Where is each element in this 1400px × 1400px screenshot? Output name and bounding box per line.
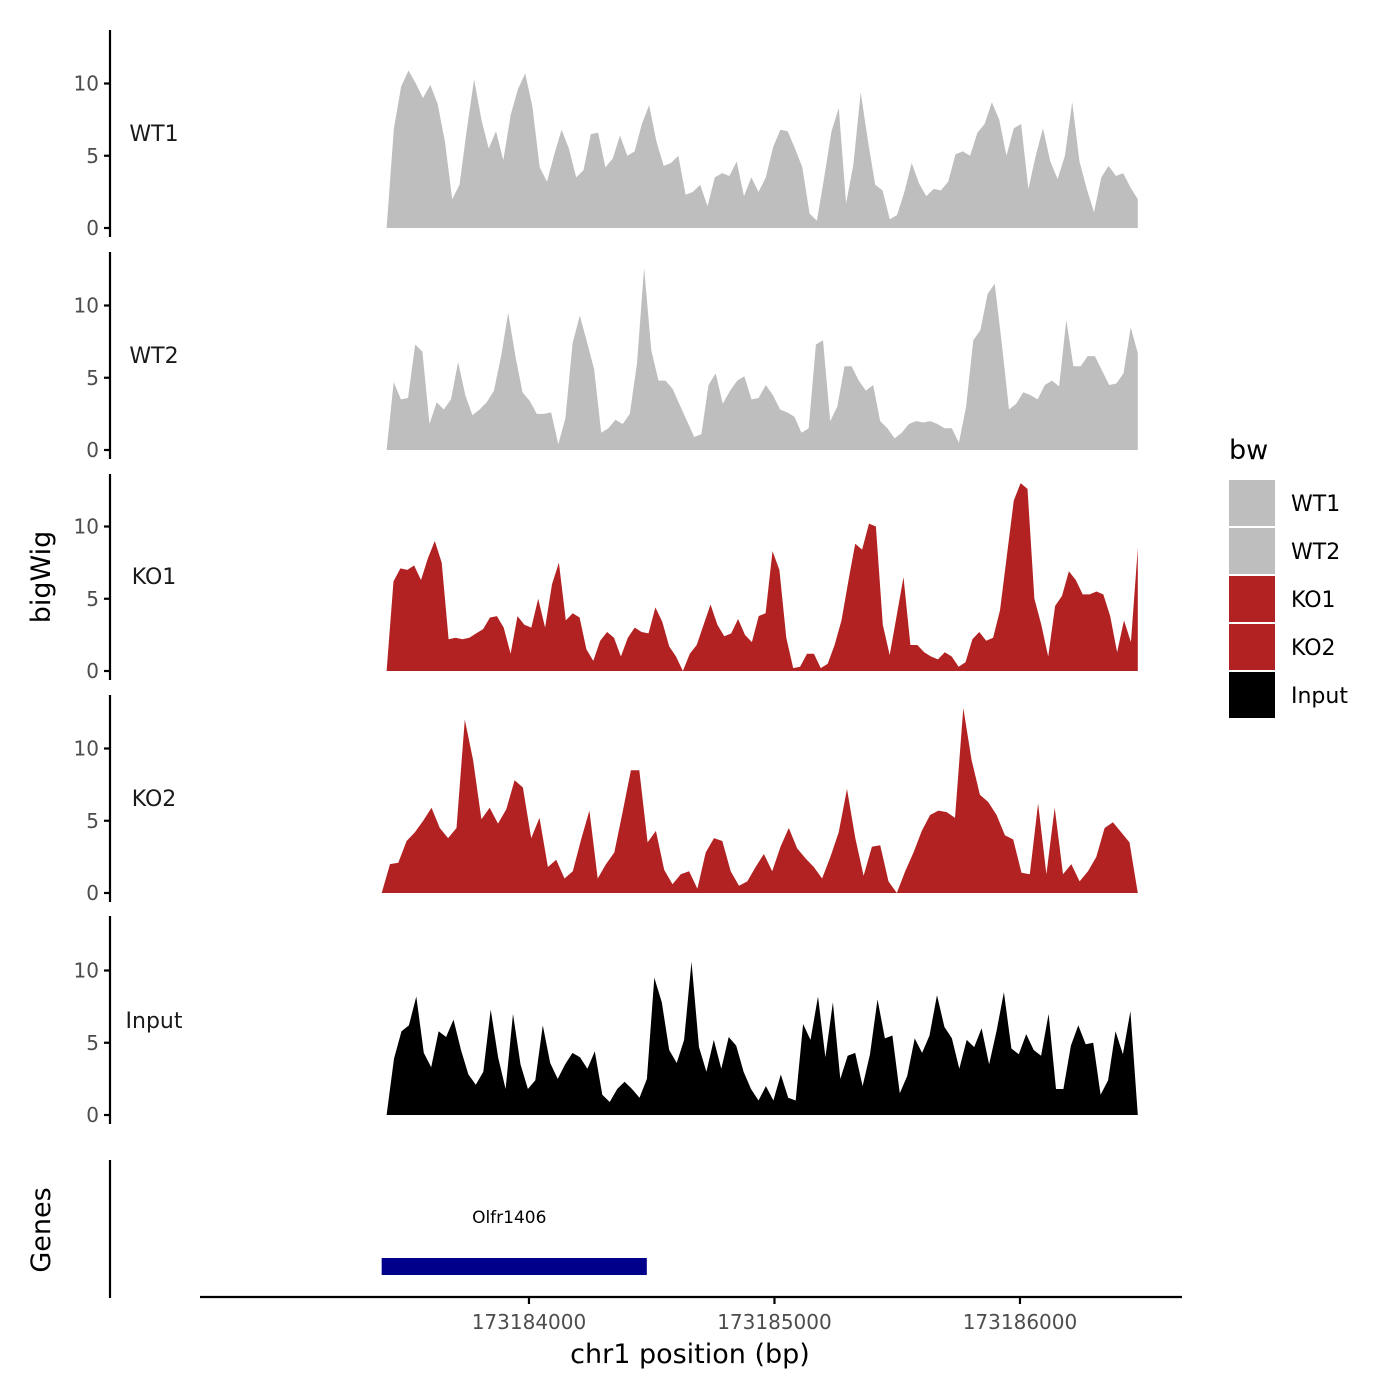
y-tick-label: 10 xyxy=(74,959,99,983)
signal-area-ko2 xyxy=(381,708,1138,893)
legend-label: WT2 xyxy=(1291,540,1340,565)
gene-marks: Olfr1406 xyxy=(381,1208,647,1275)
track-wt1: 0 5 10 WT1 xyxy=(74,30,1138,240)
y-tick-label: 0 xyxy=(86,438,99,462)
track-label: WT2 xyxy=(129,344,178,369)
signal-area-wt2 xyxy=(386,267,1138,450)
y-tick-label: 5 xyxy=(86,1031,99,1055)
gene-label: Olfr1406 xyxy=(472,1208,546,1228)
track-label: Input xyxy=(126,1009,183,1034)
genes-panel: Genes Olfr1406 xyxy=(26,1160,647,1298)
signal-tracks: 0 5 10 WT1 0 5 10 WT2 0 5 10 KO1 0 5 10 KO2 0 5 10 Input xyxy=(74,30,1138,1127)
x-tick-label: 173185000 xyxy=(717,1310,832,1334)
legend-swatch xyxy=(1229,672,1275,718)
track-ko1: 0 5 10 KO1 xyxy=(74,474,1138,683)
y-tick-label: 0 xyxy=(86,659,99,683)
x-tick-label: 173186000 xyxy=(963,1310,1078,1334)
gene-bar xyxy=(381,1258,647,1275)
track-label: KO1 xyxy=(132,565,177,590)
legend-swatch xyxy=(1229,480,1275,526)
legend-label: KO2 xyxy=(1291,636,1336,661)
track-label: KO2 xyxy=(132,787,177,812)
y-tick-label: 10 xyxy=(74,72,99,96)
y-tick-label: 10 xyxy=(74,737,99,761)
legend-swatch xyxy=(1229,624,1275,670)
y-tick-label: 5 xyxy=(86,144,99,168)
legend-items: WT1 WT2 KO1 KO2 Input xyxy=(1229,480,1348,718)
track-input: 0 5 10 Input xyxy=(74,916,1138,1127)
legend-label: WT1 xyxy=(1291,492,1340,517)
y-tick-label: 5 xyxy=(86,366,99,390)
x-axis: 173184000 173185000 173186000 chr1 positio… xyxy=(200,1295,1182,1370)
x-ticks: 173184000 173185000 173186000 xyxy=(472,1297,1078,1334)
track-ko2: 0 5 10 KO2 xyxy=(74,695,1138,905)
x-axis-title: chr1 position (bp) xyxy=(570,1339,810,1370)
track-wt2: 0 5 10 WT2 xyxy=(74,252,1138,462)
y-tick-label: 10 xyxy=(74,515,99,539)
signal-area-input xyxy=(386,961,1138,1115)
signal-area-ko1 xyxy=(386,483,1138,671)
y-tick-label: 5 xyxy=(86,809,99,833)
y-tick-label: 0 xyxy=(86,881,99,905)
y-tick-label: 0 xyxy=(86,1103,99,1127)
y-tick-label: 10 xyxy=(74,294,99,318)
track-label: WT1 xyxy=(129,122,178,147)
y-tick-label: 0 xyxy=(86,216,99,240)
legend: bw WT1 WT2 KO1 KO2 Input xyxy=(1229,435,1348,718)
legend-swatch xyxy=(1229,528,1275,574)
legend-title: bw xyxy=(1229,435,1268,466)
y-axis-title: bigWig xyxy=(26,531,57,624)
legend-swatch xyxy=(1229,576,1275,622)
x-tick-label: 173184000 xyxy=(472,1310,587,1334)
genes-track-label: Genes xyxy=(26,1187,57,1272)
y-tick-label: 5 xyxy=(86,587,99,611)
signal-area-wt1 xyxy=(386,70,1138,228)
legend-label: Input xyxy=(1291,684,1348,709)
legend-label: KO1 xyxy=(1291,588,1336,613)
